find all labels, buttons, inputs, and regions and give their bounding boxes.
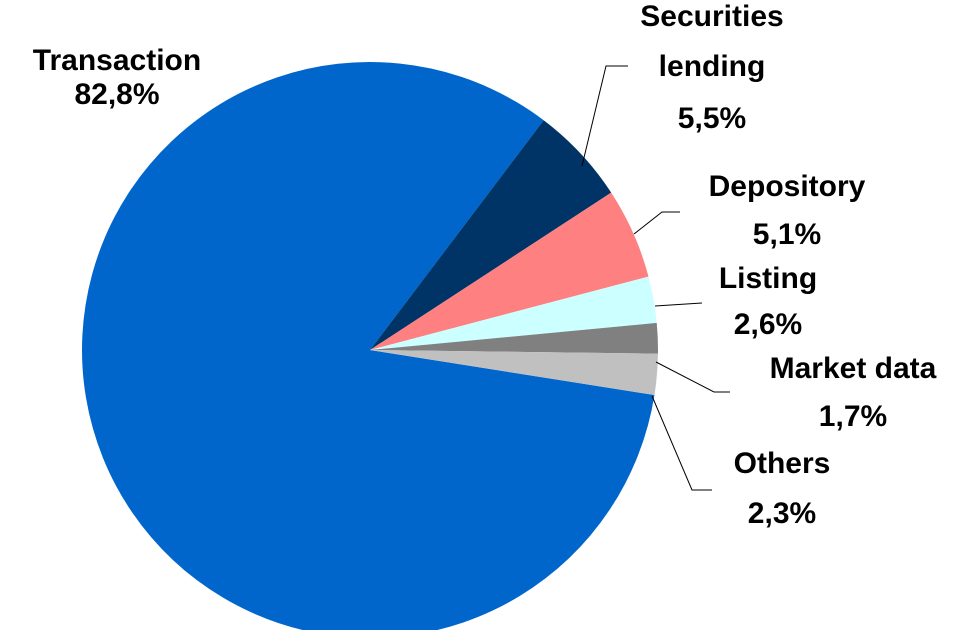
pie-slice [370, 276, 657, 350]
leader-line [581, 65, 628, 167]
category-label: Depository [709, 170, 866, 203]
leader-line [633, 211, 680, 235]
pie [82, 62, 658, 630]
pie-slice [82, 62, 655, 630]
category-label: Market data [770, 352, 937, 385]
pie-slice [370, 192, 649, 350]
pie-slice [370, 322, 658, 354]
pie-slice [370, 120, 612, 350]
value-label: 2,3% [748, 497, 816, 530]
value-label: 5,5% [678, 102, 746, 135]
category-label: Others [734, 447, 831, 480]
category-label: Securities lending [640, 0, 783, 83]
value-label: 1,7% [819, 400, 887, 433]
leader-lines [581, 65, 730, 491]
leader-line [654, 302, 703, 307]
category-label: Transaction [33, 44, 201, 77]
leader-line [651, 395, 712, 491]
leader-line [655, 361, 730, 393]
value-label: 5,1% [753, 218, 821, 251]
category-label: Listing [719, 262, 817, 295]
pie-slice [370, 350, 658, 396]
value-label: 82,8% [74, 78, 159, 111]
value-label: 2,6% [734, 308, 802, 341]
